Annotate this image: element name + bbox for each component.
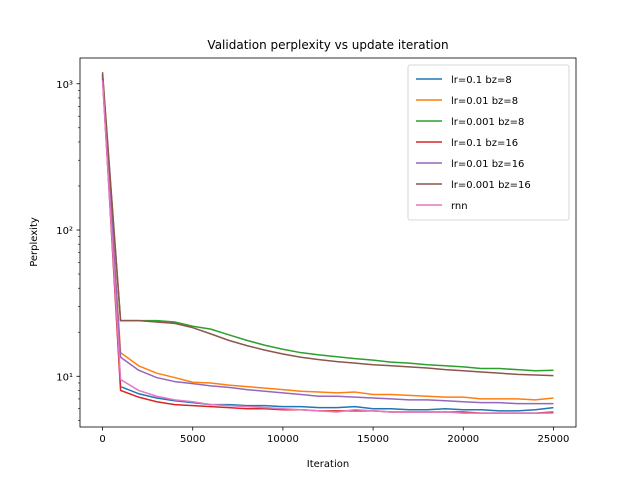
series-layer <box>101 72 554 414</box>
x-tick-label: 0 <box>99 434 105 445</box>
y-axis: 10¹ 10² 10³ <box>56 80 80 421</box>
plot-frame <box>79 57 577 428</box>
x-tick-label: 15000 <box>357 434 389 445</box>
x-tick-label: 25000 <box>538 434 570 445</box>
series-line-0 <box>101 74 554 412</box>
legend-label: lr=0.01 bz=16 <box>451 159 524 170</box>
legend-label: lr=0.001 bz=8 <box>451 117 524 128</box>
series-line-5 <box>101 72 554 377</box>
y-tick-label: 10¹ <box>56 372 73 383</box>
legend-label: lr=0.1 bz=16 <box>451 138 518 149</box>
legend-label: lr=0.1 bz=8 <box>451 75 512 86</box>
legend: lr=0.1 bz=8 lr=0.01 bz=8 lr=0.001 bz=8 lr=0… <box>407 64 570 221</box>
series-line-1 <box>101 77 554 401</box>
y-tick-label: 10³ <box>56 80 73 91</box>
legend-label: rnn <box>451 201 468 212</box>
x-axis-title: Iteration <box>307 459 349 470</box>
series-line-4 <box>101 74 554 405</box>
y-tick-label: 10² <box>56 226 73 237</box>
x-tick-label: 20000 <box>447 434 479 445</box>
x-axis: 0 5000 10000 15000 20000 25000 <box>99 427 569 445</box>
series-line-6 <box>101 80 554 414</box>
x-tick-label: 5000 <box>180 434 205 445</box>
x-tick-label: 10000 <box>267 434 299 445</box>
legend-label: lr=0.001 bz=16 <box>451 180 531 191</box>
y-axis-title: Perplexity <box>29 217 40 267</box>
chart-title: Validation perplexity vs update iteratio… <box>207 38 448 52</box>
legend-box <box>407 64 570 221</box>
series-line-2 <box>101 74 554 372</box>
legend-label: lr=0.01 bz=8 <box>451 96 518 107</box>
